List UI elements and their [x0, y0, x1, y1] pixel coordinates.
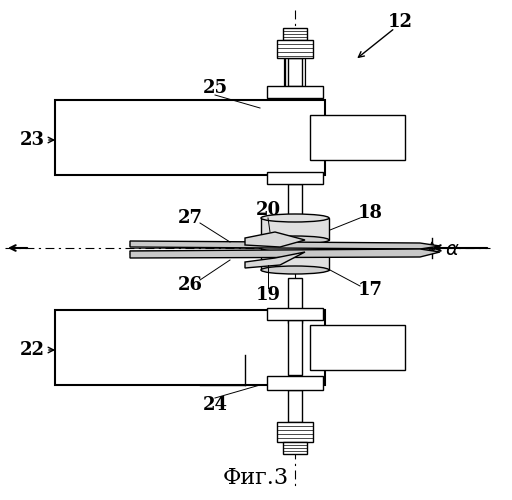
Polygon shape — [245, 252, 305, 268]
Bar — [283, 442, 307, 454]
Text: 26: 26 — [178, 276, 203, 294]
Bar — [288, 58, 302, 86]
Bar — [310, 325, 405, 370]
Text: 20: 20 — [255, 201, 281, 219]
Text: 23: 23 — [19, 131, 45, 149]
Ellipse shape — [261, 214, 329, 222]
Bar — [55, 100, 325, 175]
Bar — [261, 248, 329, 270]
Bar — [267, 376, 323, 390]
Text: 17: 17 — [357, 281, 382, 299]
Bar — [283, 28, 307, 40]
Text: 25: 25 — [202, 79, 227, 97]
Polygon shape — [130, 249, 440, 258]
Bar — [267, 172, 323, 184]
Text: 24: 24 — [203, 396, 227, 414]
Bar — [288, 390, 302, 422]
Bar — [277, 422, 313, 442]
Bar — [310, 115, 405, 160]
Bar — [277, 40, 313, 58]
Bar — [261, 218, 329, 240]
Text: $\alpha$: $\alpha$ — [445, 241, 460, 259]
Text: 18: 18 — [357, 204, 382, 222]
Ellipse shape — [261, 244, 329, 252]
Text: Фиг.3: Фиг.3 — [223, 467, 289, 489]
Bar — [288, 320, 302, 375]
Text: 19: 19 — [255, 286, 281, 304]
Text: 22: 22 — [19, 341, 45, 359]
Bar — [267, 86, 323, 98]
Ellipse shape — [261, 236, 329, 244]
Bar — [288, 278, 302, 323]
Bar — [55, 310, 325, 385]
Ellipse shape — [261, 266, 329, 274]
Polygon shape — [130, 241, 440, 249]
Bar — [267, 308, 323, 320]
Polygon shape — [245, 232, 305, 247]
Bar — [288, 184, 302, 234]
Text: 27: 27 — [178, 209, 203, 227]
Text: 12: 12 — [388, 13, 413, 31]
